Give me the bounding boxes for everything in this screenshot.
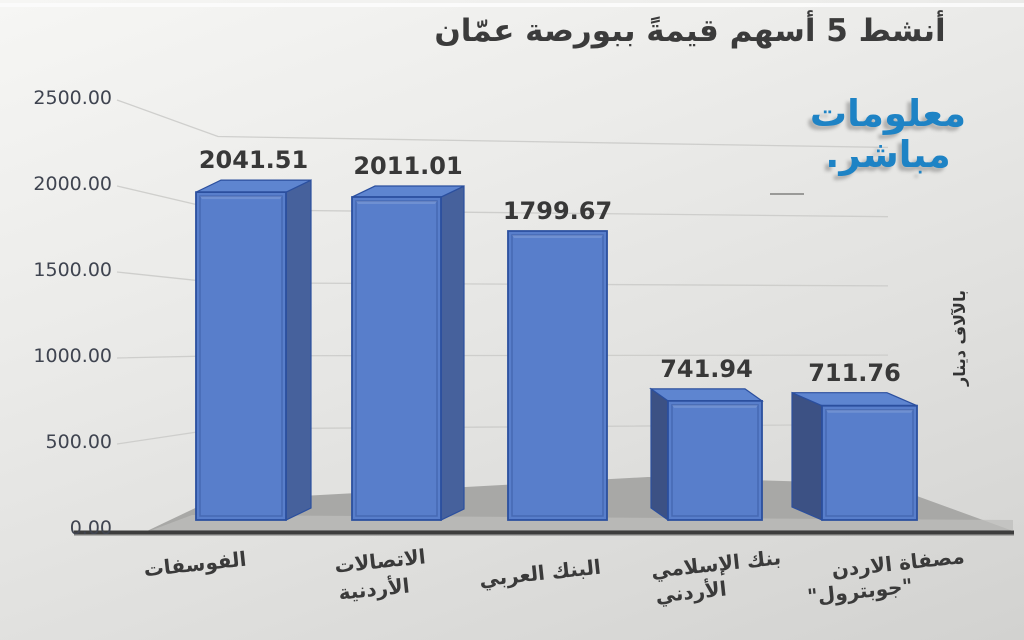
y-tick-500: 500.00 (45, 431, 112, 453)
value-label-0: 2041.51 (198, 146, 309, 175)
value-label-4: 711.76 (808, 358, 901, 387)
y-tick-2000: 2000.00 (33, 173, 112, 195)
value-label-3: 741.94 (660, 354, 753, 383)
bar-front (507, 230, 608, 521)
watermark-line2: مباشر. (825, 132, 951, 176)
watermark-trademark-dash (769, 192, 804, 195)
bar-4 (791, 391, 918, 521)
bar-side-left (650, 387, 669, 522)
bar-front-highlight (512, 234, 603, 238)
bar-front-bevel (199, 195, 283, 517)
x-axis-line-shadow (74, 534, 1014, 536)
y-axis-title: بالآلاف دينار (950, 290, 969, 386)
bar-front-highlight (672, 404, 758, 408)
bar-0 (195, 179, 312, 521)
bar-front-bevel (825, 408, 914, 517)
bar-1 (351, 185, 465, 521)
background-top-highlight (0, 3, 1024, 7)
bar-2 (507, 230, 608, 521)
y-tick-1000: 1000.00 (33, 345, 112, 367)
bar-side-left (791, 391, 823, 521)
bar-front-highlight (200, 196, 282, 200)
gridline-2500 (116, 99, 889, 149)
value-label-2: 1799.67 (502, 196, 613, 225)
bar-side-right (285, 179, 312, 521)
bar-front (195, 191, 287, 521)
bar-front-bevel (671, 404, 759, 517)
bar-front-bevel (511, 234, 604, 517)
bar-front-bevel (355, 200, 438, 517)
bar-front-highlight (826, 409, 913, 413)
y-tick-0: 0.00 (69, 517, 112, 539)
bar-front (667, 399, 763, 521)
bar-3 (649, 387, 764, 522)
bar-side-right (440, 185, 465, 521)
watermark-line1: معلومات (809, 92, 966, 135)
watermark-logo: معلومات مباشر. (769, 92, 966, 195)
chart-title: أنشط 5 أسهم قيمةً ببورصة عمّان (434, 13, 946, 49)
watermark-line2-wrap: مباشر. (769, 132, 966, 195)
x-axis-line (74, 530, 1014, 535)
bar-top (649, 388, 764, 402)
y-tick-1500: 1500.00 (33, 259, 112, 281)
value-label-1: 2011.01 (353, 152, 463, 181)
bar-front (821, 404, 918, 521)
bar-front (351, 196, 442, 521)
bar-front-highlight (356, 201, 437, 205)
y-tick-2500: 2500.00 (33, 87, 112, 109)
